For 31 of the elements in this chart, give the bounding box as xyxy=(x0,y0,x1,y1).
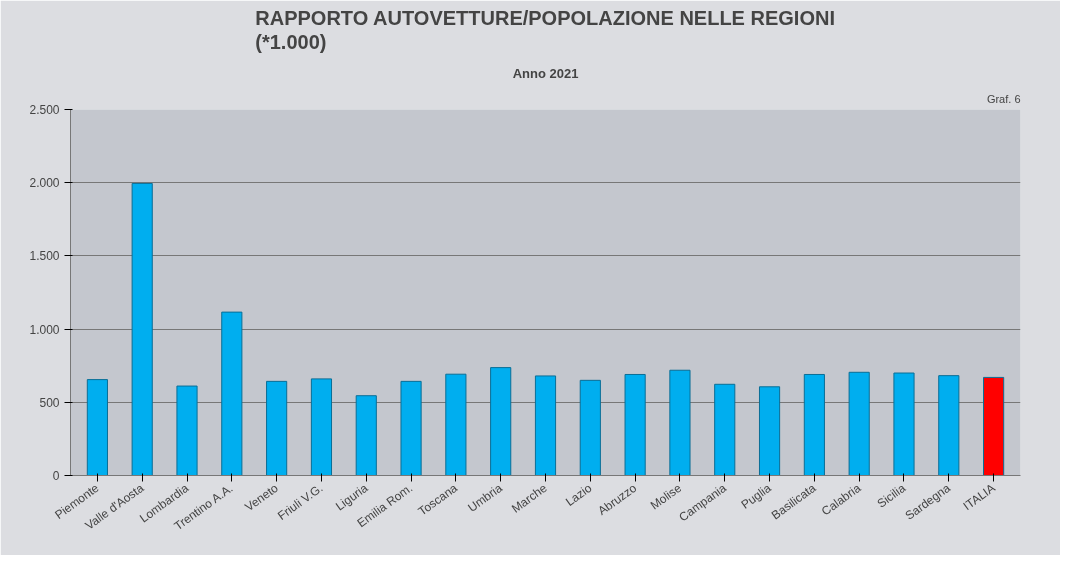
bar xyxy=(445,373,467,476)
bar xyxy=(893,372,915,476)
bar xyxy=(400,380,422,476)
y-tick-label: 0 xyxy=(52,469,60,483)
bar xyxy=(983,376,1005,476)
x-tick-label: Lazio xyxy=(562,480,595,510)
bar xyxy=(848,371,870,476)
bar xyxy=(86,379,108,476)
y-tick-label: 1.000 xyxy=(29,322,60,337)
bar xyxy=(714,383,736,476)
text: Graf. 6 xyxy=(986,92,1021,105)
y-tick-label: 500 xyxy=(39,395,60,410)
bar xyxy=(176,385,198,476)
bar xyxy=(490,367,512,476)
bar xyxy=(803,373,825,476)
chart-title: RAPPORTO AUTOVETTURE/POPOLAZIONE NELLE REGIONI (*1.000) xyxy=(255,7,835,54)
y-tick-label: 2.500 xyxy=(29,103,60,117)
y-tick-label: 2.000 xyxy=(29,176,60,191)
bar xyxy=(624,373,646,476)
bar xyxy=(266,380,288,476)
bar xyxy=(221,311,243,476)
bar xyxy=(669,369,691,476)
bar xyxy=(579,379,601,476)
bar xyxy=(131,182,153,476)
y-tick-label: 1.500 xyxy=(29,249,60,264)
bar xyxy=(355,395,377,476)
chart-subtitle: Anno 2021 xyxy=(512,65,579,81)
bar xyxy=(534,375,557,476)
bar xyxy=(310,378,333,476)
bar xyxy=(938,375,960,476)
bar xyxy=(758,386,781,476)
